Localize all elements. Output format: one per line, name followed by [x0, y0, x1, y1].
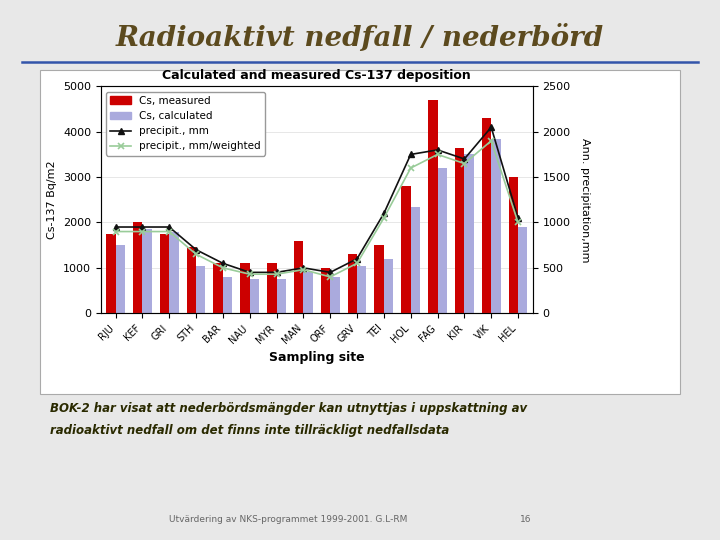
- Bar: [106, 234, 115, 313]
- Bar: [223, 277, 233, 313]
- Bar: [186, 247, 196, 313]
- Bar: [267, 264, 276, 313]
- Bar: [143, 230, 152, 313]
- Bar: [384, 259, 393, 313]
- Bar: [482, 118, 491, 313]
- Bar: [374, 245, 384, 313]
- Bar: [169, 232, 179, 313]
- Bar: [438, 168, 447, 313]
- Bar: [401, 186, 410, 313]
- Bar: [115, 245, 125, 313]
- Bar: [240, 264, 250, 313]
- Bar: [276, 279, 286, 313]
- Bar: [321, 268, 330, 313]
- Bar: [294, 241, 303, 313]
- Bar: [357, 266, 366, 313]
- Bar: [491, 139, 500, 313]
- Title: Calculated and measured Cs-137 deposition: Calculated and measured Cs-137 depositio…: [163, 70, 471, 83]
- Text: 16: 16: [520, 515, 531, 524]
- Bar: [133, 222, 143, 313]
- Bar: [160, 234, 169, 313]
- Y-axis label: Cs-137 Bq/m2: Cs-137 Bq/m2: [48, 160, 58, 239]
- Bar: [508, 177, 518, 313]
- Text: BOK-2 har visat att nederbördsmängder kan utnyttjas i uppskattning av: BOK-2 har visat att nederbördsmängder ka…: [50, 402, 528, 415]
- Bar: [518, 227, 528, 313]
- Bar: [455, 147, 464, 313]
- Bar: [330, 277, 340, 313]
- Bar: [410, 207, 420, 313]
- Bar: [250, 279, 259, 313]
- Y-axis label: Ann. precipitation,mm: Ann. precipitation,mm: [580, 138, 590, 262]
- Bar: [303, 272, 312, 313]
- Bar: [464, 154, 474, 313]
- Bar: [348, 254, 357, 313]
- Text: Radioaktivt nedfall / nederbörd: Radioaktivt nedfall / nederbörd: [116, 24, 604, 52]
- Text: radioaktivt nedfall om det finns inte tillräckligt nedfallsdata: radioaktivt nedfall om det finns inte ti…: [50, 424, 450, 437]
- X-axis label: Sampling site: Sampling site: [269, 352, 364, 365]
- Text: Utvärdering av NKS-programmet 1999-2001. G.L-RM: Utvärdering av NKS-programmet 1999-2001.…: [168, 515, 408, 524]
- Legend: Cs, measured, Cs, calculated, precipit., mm, precipit., mm/weighted: Cs, measured, Cs, calculated, precipit.,…: [106, 92, 265, 156]
- Bar: [214, 264, 223, 313]
- Bar: [428, 100, 438, 313]
- Bar: [196, 266, 205, 313]
